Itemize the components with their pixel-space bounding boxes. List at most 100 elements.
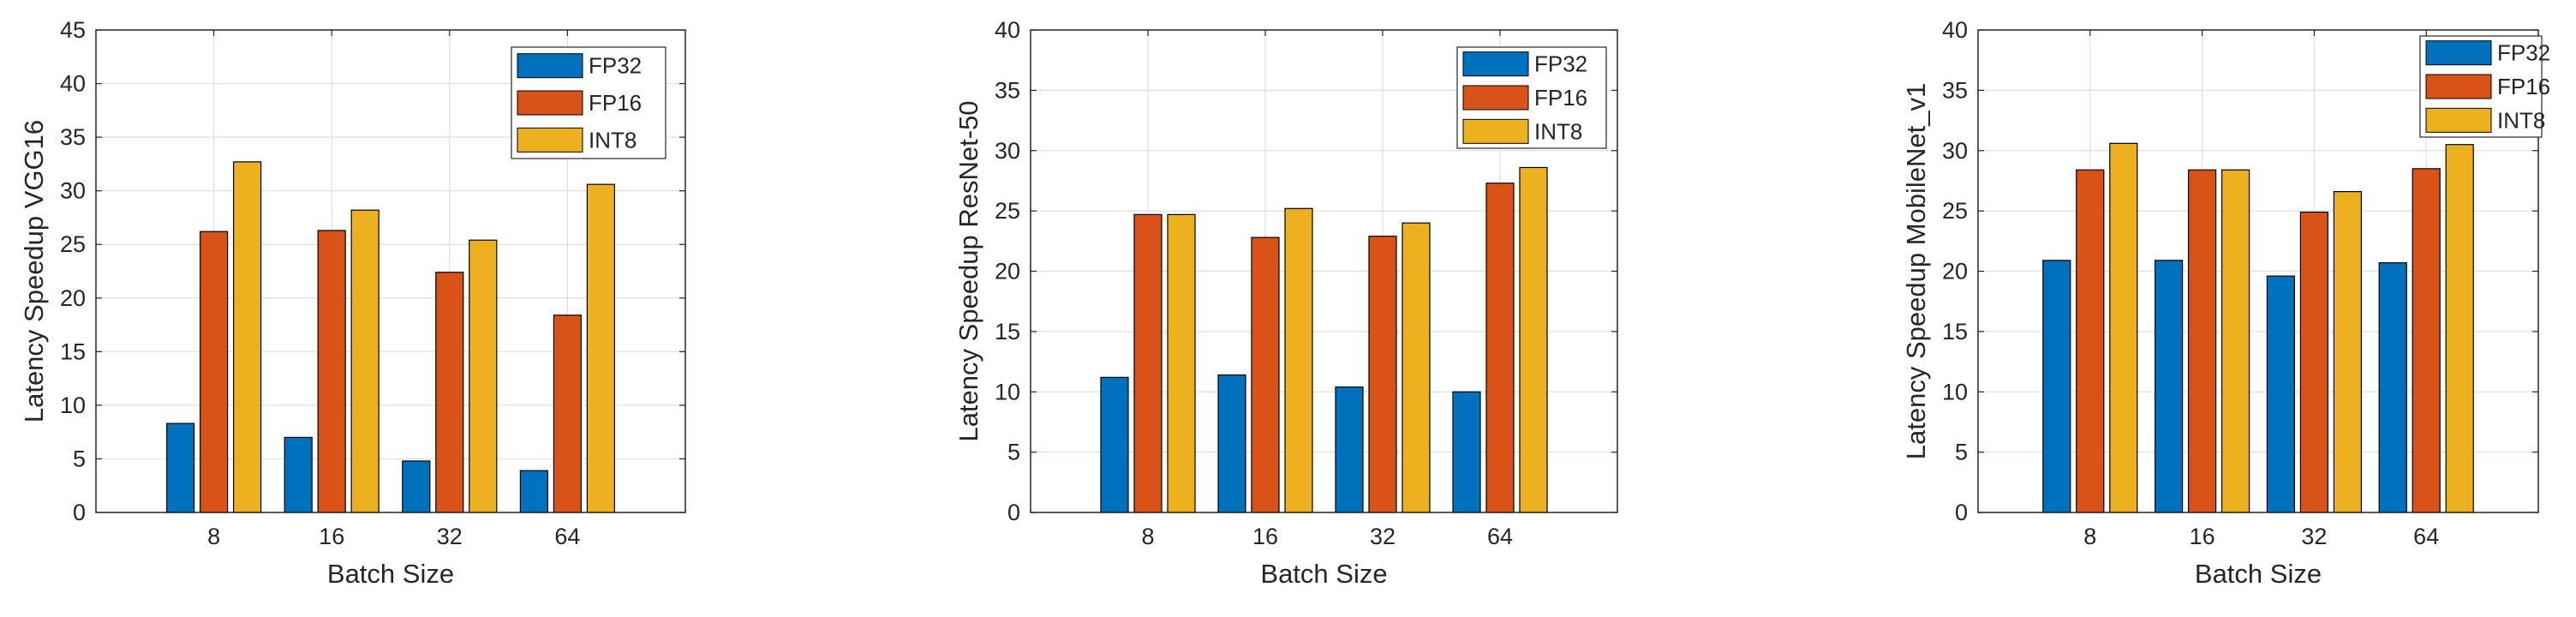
- x-tick-label: 64: [2413, 524, 2439, 549]
- bar-fp32-16: [284, 436, 313, 513]
- legend-swatch-int8: [1462, 118, 1529, 144]
- y-axis-label: Latency Speedup VGG16: [19, 120, 49, 422]
- y-tick-label: 35: [1942, 77, 1968, 103]
- bar-fp32-64: [519, 470, 549, 513]
- legend-label-fp16: FP16: [2497, 74, 2550, 99]
- bar-int8-32: [1402, 222, 1431, 513]
- bar-fp32-8: [166, 422, 195, 513]
- x-axis-label: Batch Size: [1260, 559, 1387, 589]
- bar-fp16-8: [200, 231, 229, 513]
- bar-int8-16: [350, 209, 380, 513]
- bar-int8-32: [469, 239, 498, 513]
- x-tick-label: 8: [207, 524, 220, 549]
- y-tick-label: 0: [1955, 500, 1968, 525]
- y-axis-label: Latency Speedup MobileNet_v1: [1901, 83, 1931, 459]
- axes-box: [1030, 29, 1618, 513]
- x-tick-label: 64: [554, 524, 580, 549]
- bar-fp16-8: [1133, 213, 1162, 513]
- y-tick-label: 25: [60, 231, 86, 257]
- chart-panel-3: 0 5 10 15 20 25 30 35 40 8 16 32 64 Batch Size Latency…: [1901, 17, 2550, 589]
- bar-fp32-64: [1452, 391, 1481, 513]
- bar-fp32-8: [2042, 260, 2071, 513]
- legend-swatch-int8: [517, 127, 583, 153]
- chart-panel-1: 0 5 10 15 20 25 30 35 40 45 8 16 32 64 Batch Size Laten…: [19, 17, 686, 589]
- legend-label-fp16: FP16: [1534, 85, 1587, 111]
- y-tick-label: 5: [1955, 440, 1968, 465]
- legend: FP32 FP16 INT8: [511, 46, 666, 159]
- y-tick-label: 15: [60, 338, 86, 364]
- bar-fp16-64: [553, 314, 583, 513]
- x-tick-label: 32: [2301, 524, 2327, 549]
- y-tick-label: 0: [1007, 500, 1020, 525]
- bar-int8-64: [586, 183, 616, 513]
- axes-box: [95, 29, 686, 513]
- bar-fp16-64: [1485, 183, 1515, 513]
- y-tick-label: 0: [73, 500, 86, 525]
- bar-int8-8: [233, 161, 262, 513]
- bar-int8-8: [1167, 213, 1196, 513]
- y-tick-label: 30: [1942, 138, 1968, 164]
- x-tick-label: 32: [437, 524, 463, 549]
- legend-swatch-fp32: [517, 53, 583, 79]
- bar-fp32-8: [1100, 376, 1129, 513]
- legend-label-fp32: FP32: [589, 53, 642, 79]
- y-tick-label: 35: [995, 77, 1020, 103]
- legend-label-int8: INT8: [1534, 118, 1582, 144]
- y-tick-label: 10: [1942, 379, 1968, 404]
- y-tick-label: 25: [1942, 198, 1968, 224]
- y-tick-label: 20: [60, 285, 86, 311]
- y-tick-label: 45: [60, 17, 86, 43]
- legend-swatch-fp32: [1462, 51, 1529, 77]
- x-tick-label: 16: [2190, 524, 2215, 549]
- bar-fp16-32: [435, 272, 464, 513]
- legend: FP32 FP16 INT8: [2419, 35, 2550, 138]
- bar-fp16-16: [2188, 169, 2217, 513]
- legend: FP32 FP16 INT8: [1456, 46, 1607, 149]
- bar-int8-64: [2445, 144, 2474, 513]
- y-tick-label: 40: [995, 17, 1020, 43]
- bar-fp16-16: [317, 230, 346, 513]
- y-tick-label: 40: [1942, 17, 1968, 43]
- bar-int8-16: [1284, 207, 1313, 513]
- bar-int8-64: [1519, 166, 1548, 513]
- x-tick-label: 8: [2083, 524, 2096, 549]
- y-tick-label: 25: [995, 198, 1020, 224]
- y-tick-label: 15: [1942, 319, 1968, 344]
- legend-label-int8: INT8: [589, 127, 637, 153]
- legend-swatch-fp16: [517, 90, 583, 116]
- bar-fp32-16: [2155, 260, 2184, 513]
- y-tick-label: 20: [1942, 259, 1968, 285]
- bar-fp32-32: [402, 460, 431, 513]
- bar-fp32-32: [2266, 275, 2295, 513]
- y-tick-label: 5: [73, 446, 86, 471]
- legend-swatch-fp16: [1462, 85, 1529, 111]
- legend-label-fp32: FP32: [1534, 51, 1587, 77]
- x-axis-label: Batch Size: [327, 559, 454, 589]
- x-tick-label: 8: [1141, 524, 1154, 549]
- x-tick-label: 32: [1370, 524, 1396, 549]
- y-tick-label: 40: [60, 71, 86, 97]
- y-tick-label: 20: [995, 259, 1020, 285]
- bar-int8-16: [2221, 169, 2250, 513]
- bar-int8-32: [2333, 191, 2362, 513]
- bar-int8-8: [2109, 142, 2138, 513]
- x-axis-label: Batch Size: [2195, 559, 2322, 589]
- bar-fp16-8: [2076, 169, 2105, 513]
- bar-fp16-64: [2412, 168, 2441, 513]
- bar-fp16-32: [1368, 236, 1397, 513]
- bar-fp32-64: [2378, 262, 2407, 513]
- bar-fp32-32: [1335, 386, 1364, 513]
- legend-label-fp16: FP16: [589, 90, 642, 116]
- y-tick-label: 30: [60, 178, 86, 204]
- legend-swatch-int8: [2425, 107, 2492, 133]
- y-tick-label: 10: [60, 392, 86, 418]
- y-tick-label: 5: [1007, 440, 1020, 465]
- legend-label-int8: INT8: [2497, 107, 2545, 133]
- chart-panel-2: 0 5 10 15 20 25 30 35 40 8 16 32 64 Batch Size Latency…: [953, 17, 1618, 589]
- y-axis-label: Latency Speedup ResNet-50: [953, 100, 983, 441]
- legend-swatch-fp32: [2425, 40, 2492, 66]
- x-tick-label: 16: [319, 524, 344, 549]
- x-tick-label: 16: [1252, 524, 1278, 549]
